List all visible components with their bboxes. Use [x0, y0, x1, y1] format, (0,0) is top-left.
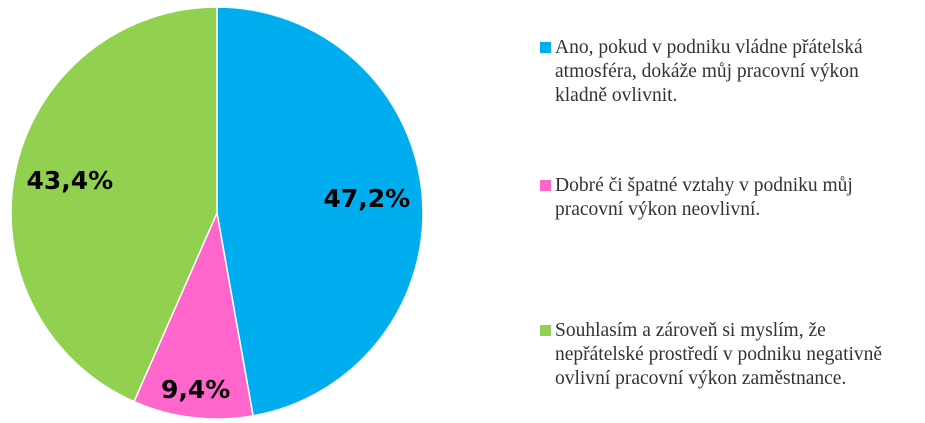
data-label: 9,4%	[161, 375, 230, 404]
legend-label: Dobré či špatné vztahy v podniku můj pra…	[555, 175, 853, 220]
pie-slice	[133, 210, 254, 420]
pie-slice	[10, 6, 218, 403]
data-label: 43,4%	[26, 166, 113, 195]
legend-swatch	[540, 325, 551, 336]
legend-label: Ano, pokud v podniku vládne přátelská at…	[555, 37, 863, 106]
legend-swatch	[540, 42, 551, 53]
pie-slice	[216, 6, 424, 417]
legend-item: Ano, pokud v podniku vládne přátelská at…	[540, 36, 920, 108]
data-label: 47,2%	[323, 184, 410, 213]
legend-swatch	[540, 180, 551, 191]
legend-item: Dobré či špatné vztahy v podniku můj pra…	[540, 174, 920, 222]
legend-item: Souhlasím a zároveň si myslím, že nepřát…	[540, 319, 920, 391]
legend-label: Souhlasím a zároveň si myslím, že nepřát…	[555, 320, 883, 389]
